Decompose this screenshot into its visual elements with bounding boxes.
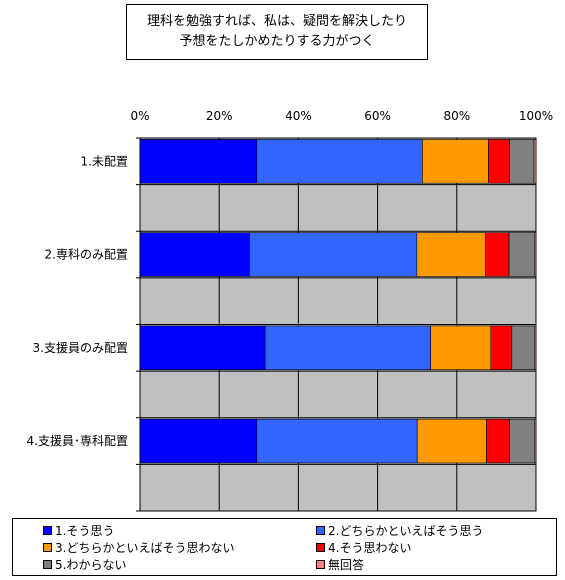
category-label: 3.支援員のみ配置 bbox=[33, 341, 128, 355]
legend-label: 5.わからない bbox=[55, 558, 127, 572]
bar-segment bbox=[486, 418, 510, 464]
bar-segment bbox=[139, 325, 266, 371]
x-tick-label: 100% bbox=[519, 109, 553, 123]
bar-segment bbox=[430, 325, 492, 371]
bar-segment bbox=[256, 139, 423, 184]
legend-swatch bbox=[316, 543, 325, 552]
legend-item: 無回答 bbox=[316, 556, 364, 573]
x-tick-label: 20% bbox=[206, 109, 233, 123]
category-label: 1.未配置 bbox=[81, 154, 128, 168]
chart-title-line1: 理科を勉強すれば、私は、疑問を解決したり bbox=[146, 14, 407, 29]
legend-swatch bbox=[316, 560, 325, 569]
x-tick-label: 60% bbox=[364, 109, 391, 123]
bar-segment bbox=[533, 139, 537, 184]
legend-swatch bbox=[43, 560, 52, 569]
bar-segment bbox=[485, 232, 510, 277]
bar-segment bbox=[416, 418, 487, 464]
chart-title-line2: 予想をたしかめたりする力がつく bbox=[179, 34, 375, 49]
bar-segment bbox=[534, 325, 537, 371]
bar-segment bbox=[534, 232, 537, 277]
x-tick-label: 80% bbox=[443, 109, 470, 123]
legend-label: 4.そう思わない bbox=[328, 541, 412, 555]
bar-segment bbox=[264, 325, 431, 371]
legend-item: 1.そう思う bbox=[43, 522, 114, 539]
legend-label: 無回答 bbox=[328, 558, 365, 572]
legend-item: 5.わからない bbox=[43, 556, 126, 573]
legend-label: 3.どちらかといえばそう思わない bbox=[55, 541, 235, 555]
bar-segment bbox=[256, 418, 418, 464]
stacked-bar-chart: 0% 20% 40% 60% 80% 100% 1.未配置 2.専科のみ配置 3.支援員のみ配置… bbox=[27, 109, 553, 512]
bar-segment bbox=[490, 325, 513, 371]
legend-item: 2.どちらかといえばそう思う bbox=[316, 522, 483, 539]
bar-segment bbox=[534, 418, 537, 464]
chart-legend: 1.そう思う 2.どちらかといえばそう思う 3.どちらかといえばそう思わない 4.そう… bbox=[12, 518, 557, 576]
legend-swatch bbox=[43, 526, 52, 535]
bar-segment bbox=[416, 232, 487, 277]
bar-segment bbox=[488, 139, 510, 184]
legend-swatch bbox=[316, 526, 325, 535]
legend-label: 1.そう思う bbox=[55, 524, 115, 538]
chart-title: 理科を勉強すれば、私は、疑問を解決したり 予想をたしかめたりする力がつく bbox=[126, 4, 428, 60]
x-tick-label: 40% bbox=[285, 109, 312, 123]
bar-segment bbox=[139, 139, 258, 184]
bar-segment bbox=[248, 232, 418, 277]
legend-swatch bbox=[43, 543, 52, 552]
bar-segment bbox=[509, 139, 535, 184]
bar-segment bbox=[139, 418, 258, 464]
bar-segment bbox=[508, 232, 536, 277]
bar-segment bbox=[422, 139, 489, 184]
category-label: 2.専科のみ配置 bbox=[45, 248, 128, 262]
legend-item: 3.どちらかといえばそう思わない bbox=[43, 539, 234, 556]
x-tick-label: 0% bbox=[130, 109, 149, 123]
bar-segment bbox=[509, 418, 536, 464]
category-label: 4.支援員･専科配置 bbox=[27, 434, 128, 448]
legend-label: 2.どちらかといえばそう思う bbox=[328, 524, 484, 538]
bar-segment bbox=[139, 232, 250, 277]
legend-item: 4.そう思わない bbox=[316, 539, 411, 556]
bar-segment bbox=[511, 325, 536, 371]
